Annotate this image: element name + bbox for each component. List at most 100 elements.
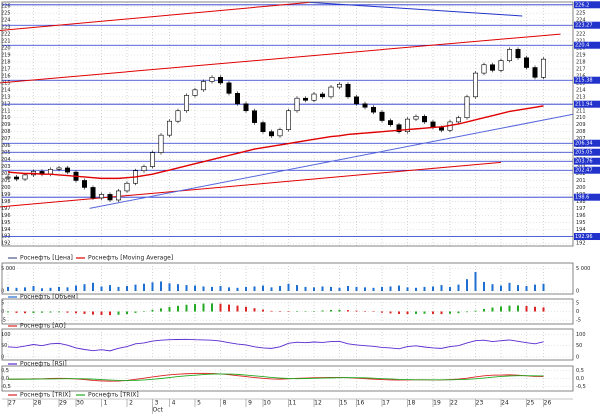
ao-bar — [313, 310, 315, 312]
candle — [336, 83, 342, 88]
ao-bar — [304, 311, 307, 312]
volume-bar — [126, 286, 128, 291]
volume-bar — [381, 286, 383, 291]
y-tick-label: 216 — [576, 73, 586, 79]
volume-bar — [525, 286, 528, 291]
level-label-box — [574, 100, 600, 108]
ao-bar — [143, 311, 145, 312]
candle — [328, 86, 334, 98]
ao-bar — [457, 311, 460, 314]
volume-bar — [245, 286, 247, 291]
volume-bar — [177, 284, 179, 291]
volume-bar — [321, 286, 324, 291]
level-label-box — [574, 157, 600, 165]
ao-bar — [185, 304, 188, 312]
y-tick-label: 194 — [1, 227, 11, 233]
candle — [82, 180, 88, 188]
level-label: 206.34 — [575, 141, 593, 147]
volume-bar — [491, 284, 494, 291]
candle — [260, 122, 266, 132]
volume-bar — [219, 286, 222, 291]
ao-bar — [287, 311, 290, 313]
candle — [506, 49, 512, 61]
volume-bar — [151, 282, 154, 291]
ao-bar — [177, 305, 179, 312]
y-tick-label: 203 — [1, 164, 11, 170]
ao-bar — [219, 303, 222, 312]
volume-bar — [100, 286, 103, 291]
y-tick-label: -5 — [576, 318, 581, 324]
candle — [268, 131, 274, 137]
level-label-box — [574, 166, 600, 174]
volume-bar — [347, 286, 349, 291]
volume-bar — [338, 287, 341, 291]
volume-bar — [58, 286, 60, 291]
y-tick-label: 209 — [1, 122, 11, 128]
ao-bar — [49, 311, 52, 313]
volume-bar — [457, 284, 460, 291]
volume-bar — [474, 271, 477, 291]
y-tick-label: 100 — [1, 332, 11, 338]
y-tick-label: 211 — [1, 108, 11, 114]
volume-bar — [542, 283, 545, 291]
x-tick-label: 15 — [340, 400, 348, 407]
volume-bar — [24, 287, 26, 291]
volume-bar — [32, 286, 35, 291]
ao-bar — [32, 311, 35, 314]
volume-bar — [143, 283, 145, 291]
ao-bar — [466, 311, 468, 313]
candle — [481, 64, 487, 74]
trendline — [0, 161, 502, 208]
candle — [421, 116, 427, 123]
y-tick-label: 207 — [576, 136, 586, 142]
candle — [387, 120, 393, 125]
volume-bar — [66, 287, 69, 291]
y-tick-label: 50 — [576, 343, 582, 349]
legend-label: Роснефть [AO] — [20, 323, 66, 330]
y-tick-label: 204 — [1, 157, 11, 163]
x-tick-label: 24 — [501, 400, 509, 407]
y-tick-label: 0,5 — [576, 368, 584, 374]
ao-bar — [75, 311, 77, 314]
candle — [14, 176, 20, 180]
ao-bar — [330, 309, 332, 312]
volume-bar — [355, 286, 358, 291]
candle — [379, 111, 385, 121]
volume-bar — [49, 287, 52, 291]
x-tick-label: 2 — [129, 400, 133, 407]
y-tick-label: 208 — [1, 129, 11, 135]
level-label-box — [574, 148, 600, 156]
y-tick-label: 213 — [576, 94, 586, 100]
y-tick-label: 206 — [1, 143, 11, 149]
y-tick-label: -0,5 — [1, 384, 11, 390]
level-label: 192.96 — [575, 234, 593, 240]
candle — [370, 106, 376, 113]
ao-bar — [321, 310, 324, 312]
y-tick-label: 5 000 — [576, 266, 590, 272]
volume-bar — [330, 286, 332, 291]
volume-bar — [483, 281, 485, 291]
volume-bar — [202, 286, 205, 291]
volume-bar — [398, 285, 400, 291]
y-tick-label: 209 — [576, 122, 586, 128]
candle — [472, 72, 478, 98]
ao-bar — [117, 311, 120, 315]
ao-bar — [160, 308, 162, 312]
y-tick-label: 225 — [1, 11, 11, 17]
legend-label: Роснефть [RSI] — [20, 361, 67, 368]
ao-bar — [432, 311, 434, 314]
volume-bar — [109, 285, 111, 291]
y-tick-label: 192 — [576, 241, 586, 247]
y-tick-label: 200 — [576, 185, 586, 191]
ao-bar — [389, 311, 392, 314]
level-label-box — [574, 233, 600, 241]
y-tick-label: 205 — [1, 150, 11, 156]
y-tick-label: 222 — [1, 32, 11, 38]
candle — [438, 127, 444, 131]
x-tick-label: 28 — [34, 400, 42, 407]
ao-bar — [542, 307, 545, 312]
volume-bar — [449, 286, 451, 291]
level-label: 203.76 — [575, 159, 593, 165]
x-tick-label: 23 — [476, 400, 484, 407]
